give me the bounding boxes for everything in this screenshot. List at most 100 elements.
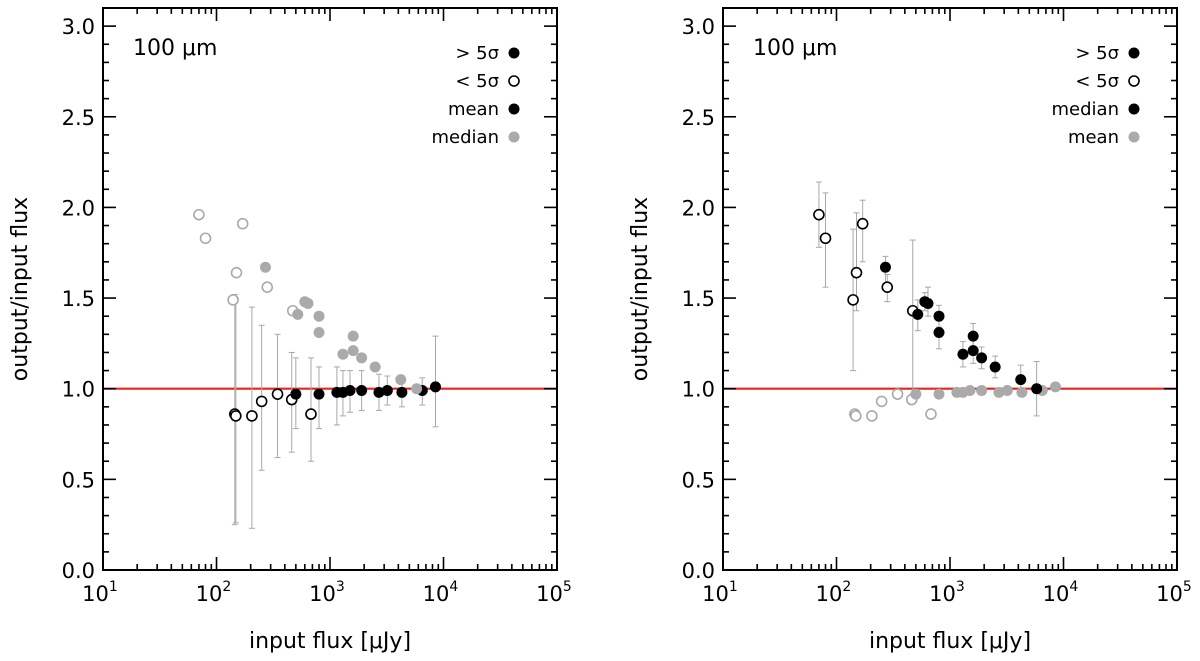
y-tick-label: 2.0 <box>62 196 95 220</box>
y-tick-label: 2.5 <box>682 106 715 130</box>
x-tick-label: 104 <box>1043 579 1079 606</box>
data-point <box>912 308 924 320</box>
error-bar <box>909 239 916 395</box>
error-bar <box>853 212 860 312</box>
x-tick-label: 102 <box>816 579 852 606</box>
x-tick-exponent: 1 <box>729 579 738 595</box>
data-point <box>1001 385 1013 397</box>
legend-marker <box>1128 75 1140 87</box>
data-point <box>373 386 385 398</box>
x-axis-label: input flux [μJy] <box>249 629 411 654</box>
series-median <box>813 181 1043 417</box>
x-tick-base: 10 <box>309 582 336 606</box>
x-tick-base: 10 <box>423 582 450 606</box>
data-point <box>850 266 863 279</box>
x-tick-base: 10 <box>1156 582 1183 606</box>
x-tick-label: 102 <box>196 579 232 606</box>
data-point <box>230 410 242 422</box>
y-tick-label: 1.5 <box>62 287 95 311</box>
error-bar <box>859 199 866 263</box>
data-point <box>933 310 945 322</box>
data-point <box>313 310 325 322</box>
y-tick-label: 0.5 <box>682 468 715 492</box>
y-axis-label: output/input flux <box>628 197 653 381</box>
x-tick-exponent: 3 <box>956 579 965 595</box>
data-point <box>305 408 317 420</box>
x-tick-base: 10 <box>536 582 563 606</box>
x-tick-exponent: 4 <box>449 579 458 595</box>
data-point <box>261 281 274 293</box>
data-point <box>891 388 904 400</box>
data-point <box>193 208 205 221</box>
x-tick-exponent: 1 <box>109 579 118 595</box>
data-point <box>356 385 368 397</box>
data-point <box>967 330 979 342</box>
legend-label: > 5σ <box>455 43 499 64</box>
series-mean <box>229 293 441 529</box>
data-point <box>813 208 825 221</box>
legend-marker <box>1128 47 1140 59</box>
data-point <box>856 217 869 230</box>
data-point <box>347 345 359 357</box>
data-point <box>344 385 356 397</box>
data-point <box>302 298 314 310</box>
data-point <box>337 348 349 360</box>
legend-label: mean <box>448 99 499 120</box>
data-point <box>957 348 969 360</box>
legend-label: median <box>432 127 499 148</box>
data-point <box>347 330 359 342</box>
x-tick-base: 10 <box>82 582 109 606</box>
data-point <box>1031 383 1043 395</box>
data-point <box>369 361 381 373</box>
y-tick-label: 2.0 <box>682 196 715 220</box>
x-axis-label: input flux [μJy] <box>869 629 1031 654</box>
x-tick-label: 103 <box>309 579 345 606</box>
x-tick-exponent: 2 <box>222 579 231 595</box>
x-tick-label: 105 <box>536 579 572 606</box>
data-point <box>395 374 407 386</box>
axis-ticks <box>102 8 558 571</box>
y-tick-label: 0.0 <box>682 559 715 583</box>
data-point <box>933 388 945 400</box>
legend-marker <box>1128 103 1140 115</box>
panel-annotation: 100 μm <box>753 36 837 61</box>
data-point <box>259 261 271 273</box>
data-point <box>933 327 945 339</box>
data-point <box>255 395 268 408</box>
x-tick-base: 10 <box>816 582 843 606</box>
legend-marker <box>1128 131 1140 143</box>
y-tick-label: 0.0 <box>62 559 95 583</box>
y-tick-label: 3.0 <box>62 15 95 39</box>
legend-marker <box>508 131 520 143</box>
data-point <box>850 410 862 422</box>
data-point <box>230 266 243 279</box>
data-point <box>313 327 325 339</box>
data-point <box>967 345 979 357</box>
data-point <box>875 395 888 408</box>
x-tick-label: 104 <box>423 579 459 606</box>
axis-ticks <box>722 8 1178 571</box>
legend-label: mean <box>1068 127 1119 148</box>
data-point <box>879 261 891 273</box>
legend-marker <box>508 75 520 87</box>
data-point <box>429 381 441 393</box>
data-point <box>199 232 212 245</box>
data-point <box>271 388 284 400</box>
legend-label: < 5σ <box>455 71 499 92</box>
legend: > 5σ < 5σ median mean <box>1052 43 1140 148</box>
x-tick-base: 10 <box>1043 582 1070 606</box>
x-tick-label: 103 <box>929 579 965 606</box>
data-point <box>964 385 976 397</box>
data-point <box>989 361 1001 373</box>
series-mean <box>849 381 1061 422</box>
x-tick-base: 10 <box>929 582 956 606</box>
data-point <box>290 388 302 400</box>
data-point <box>292 308 304 320</box>
panel-annotation: 100 μm <box>133 36 217 61</box>
x-tick-exponent: 2 <box>842 579 851 595</box>
y-tick-label: 2.5 <box>62 106 95 130</box>
data-point <box>381 385 393 397</box>
data-point <box>976 385 988 397</box>
